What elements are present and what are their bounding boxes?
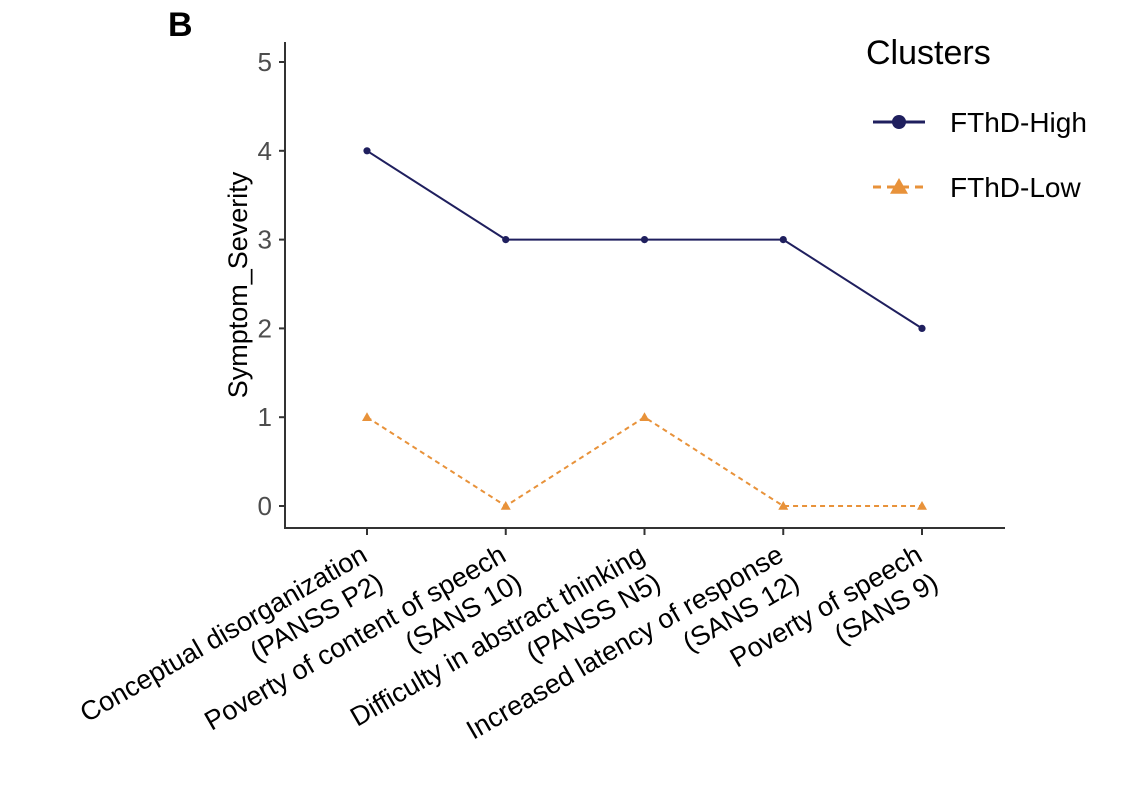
data-point-fthd-low <box>917 501 927 510</box>
data-point-fthd-low <box>500 501 511 510</box>
legend-label-fthd-high: FThD-High <box>950 107 1087 138</box>
series-group <box>362 147 927 510</box>
legend: Clusters FThD-High FThD-Low <box>866 34 1087 203</box>
data-point-fthd-high <box>363 147 371 155</box>
data-point-fthd-low <box>639 412 650 421</box>
legend-title: Clusters <box>866 34 991 72</box>
y-axis-title: Symptom_Severity <box>223 171 253 398</box>
y-tick-label: 5 <box>258 47 272 77</box>
series-line-fthd-low <box>366 416 922 508</box>
y-tick-label: 2 <box>258 313 272 343</box>
data-point-fthd-high <box>779 236 787 244</box>
axes <box>284 42 1005 529</box>
y-tick-label: 0 <box>258 491 272 521</box>
y-tick-label: 4 <box>258 136 272 166</box>
y-tick-label: 3 <box>258 225 272 255</box>
data-point-fthd-high <box>502 236 510 244</box>
legend-key-marker-fthd-low <box>890 178 908 194</box>
data-point-fthd-low <box>362 412 372 421</box>
panel-label: B <box>168 6 193 44</box>
x-ticks: Conceptual disorganization(PANSS P2)Pove… <box>75 528 943 745</box>
y-tick-label: 1 <box>258 402 272 432</box>
legend-items: FThD-High FThD-Low <box>873 107 1087 203</box>
legend-key-marker-fthd-high <box>892 115 906 129</box>
data-point-fthd-high <box>640 236 649 244</box>
data-point-fthd-low <box>778 501 789 510</box>
data-point-fthd-high <box>918 324 926 332</box>
legend-label-fthd-low: FThD-Low <box>950 172 1081 203</box>
y-ticks: 0 1 2 3 4 5 <box>258 47 285 521</box>
